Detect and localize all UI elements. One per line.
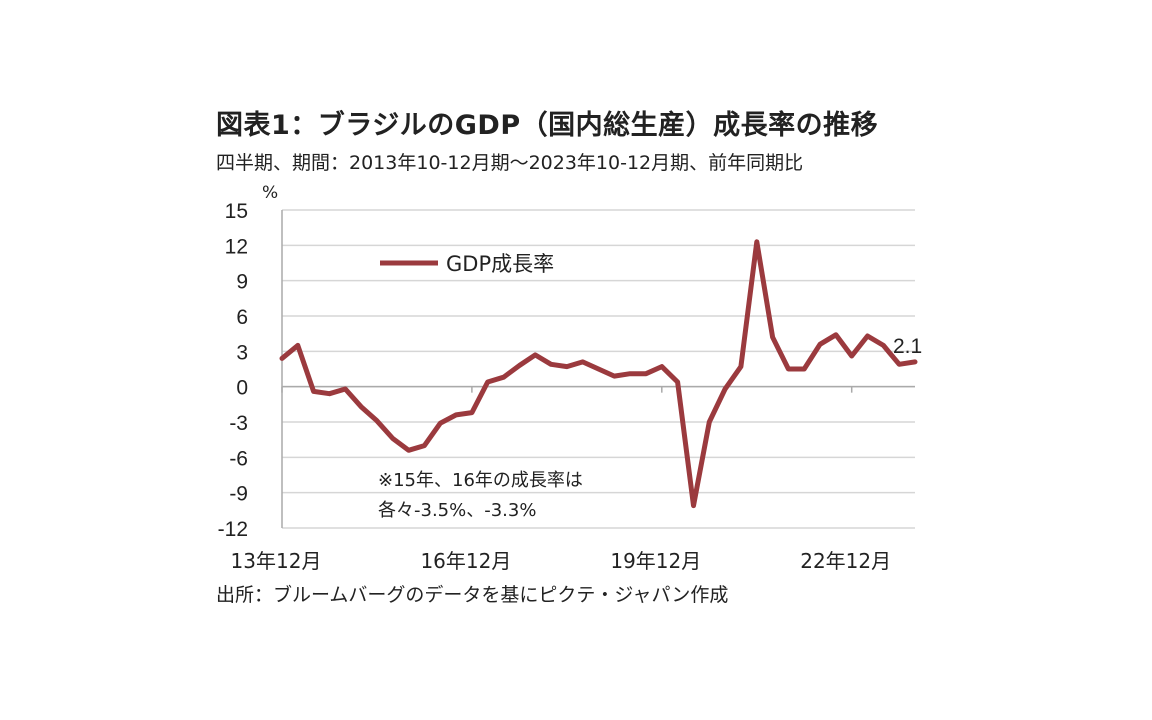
source-note: 出所：ブルームバーグのデータを基にピクテ・ジャパン作成 (216, 584, 729, 606)
gdp-growth-line (279, 239, 918, 509)
y-tick-label: -6 (229, 447, 248, 470)
y-tick-label: 12 (225, 235, 248, 258)
end-value-label: 2.1 (893, 335, 922, 358)
y-tick-label: 3 (236, 341, 248, 364)
legend-label: GDP成長率 (446, 252, 554, 276)
x-tick-label: 19年12月 (610, 549, 701, 573)
chart-subtitle: 四半期、期間：2013年10-12月期～2023年10-12月期、前年同期比 (216, 152, 804, 174)
x-tick-label: 16年12月 (420, 549, 511, 573)
y-unit-label: % (262, 183, 278, 203)
series-layer (279, 239, 918, 509)
y-tick-label: 15 (225, 200, 248, 223)
legend: GDP成長率 (380, 252, 554, 276)
y-tick-label: -3 (229, 412, 248, 435)
y-tick-label: -12 (218, 518, 248, 541)
x-axis: 13年12月 16年12月 19年12月 22年12月 (231, 385, 915, 573)
x-tick-label: 22年12月 (800, 549, 891, 573)
y-tick-label: 0 (236, 377, 248, 400)
y-tick-label: -9 (229, 483, 248, 506)
annotation-line-1: ※15年、16年の成長率は (378, 470, 583, 491)
y-axis: 15 12 9 6 3 0 -3 -6 -9 -12 (218, 200, 283, 541)
x-tick-label: 13年12月 (231, 549, 322, 573)
y-tick-label: 9 (236, 271, 248, 294)
chart-title: 図表1：ブラジルのGDP（国内総生産）成長率の推移 (216, 110, 879, 141)
y-tick-label: 6 (236, 306, 248, 329)
annotation-line-2: 各々-3.5%、-3.3% (378, 500, 536, 521)
